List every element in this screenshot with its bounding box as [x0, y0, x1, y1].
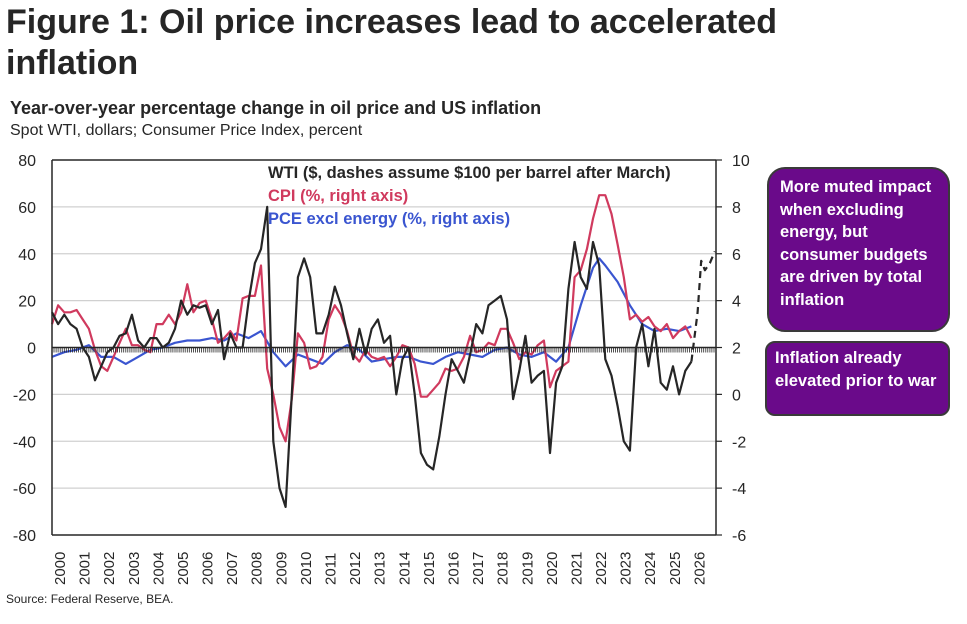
x-axis-ticks: 2000 2001 2002 2003 2004 2005 2006 2007 2008 2009… — [52, 552, 708, 585]
legend-entry: WTI ($, dashes assume $100 per barrel af… — [268, 164, 671, 182]
left-tick-label: -60 — [13, 481, 36, 498]
x-tick-label: 2026 — [691, 552, 708, 585]
x-tick-label: 2002 — [101, 552, 118, 585]
x-tick-label: 2009 — [273, 552, 290, 585]
right-tick-label: -6 — [732, 528, 746, 545]
series-line-wti — [51, 205, 693, 508]
legend-entry: CPI (%, right axis) — [268, 187, 408, 205]
legend-entry: PCE excl energy (%, right axis) — [268, 210, 510, 228]
chart-description: Spot WTI, dollars; Consumer Price Index,… — [10, 122, 363, 139]
x-tick-label: 2010 — [298, 552, 315, 585]
left-axis-ticks: 80 60 40 20 0 -20 -40 -60 -80 — [13, 153, 36, 545]
x-tick-label: 2004 — [150, 552, 167, 585]
legend: WTI ($, dashes assume $100 per barrel af… — [268, 164, 671, 228]
x-tick-label: 2007 — [224, 552, 241, 585]
x-tick-label: 2001 — [77, 552, 94, 585]
x-tick-label: 2022 — [593, 552, 610, 585]
right-tick-label: 2 — [732, 341, 741, 358]
x-tick-label: 2018 — [495, 552, 512, 585]
right-tick-label: -4 — [732, 481, 746, 498]
figure-title: Figure 1: Oil price increases lead to ac… — [6, 3, 778, 82]
left-tick-label: -80 — [13, 528, 36, 545]
x-tick-label: 2011 — [323, 553, 340, 585]
left-tick-label: -20 — [13, 387, 36, 404]
x-tick-label: 2003 — [126, 552, 143, 585]
x-tick-label: 2016 — [445, 552, 462, 585]
x-tick-label: 2005 — [175, 552, 192, 585]
source-note: Source: Federal Reserve, BEA. — [6, 592, 174, 606]
x-tick-label: 2015 — [421, 552, 438, 585]
x-tick-label: 2006 — [200, 552, 217, 585]
axes-frame — [51, 159, 717, 536]
right-tick-label: 6 — [732, 247, 741, 264]
left-tick-label: 80 — [18, 153, 36, 170]
right-tick-label: 10 — [732, 153, 750, 170]
x-tick-label: 2017 — [470, 552, 487, 585]
x-tick-label: 2012 — [347, 552, 364, 585]
x-tick-label: 2000 — [52, 552, 69, 585]
x-tick-label: 2023 — [618, 552, 635, 585]
x-tick-label: 2014 — [396, 552, 413, 585]
left-tick-label: 60 — [18, 200, 36, 217]
left-tick-label: 0 — [27, 341, 36, 358]
chart-subtitle: Year-over-year percentage change in oil … — [10, 98, 542, 118]
left-tick-label: 20 — [18, 294, 36, 311]
x-tick-label: 2024 — [642, 552, 659, 585]
x-tick-label: 2008 — [249, 552, 266, 585]
left-tick-label: -40 — [13, 434, 36, 451]
annotation-elevated-inflation: Inflation already elevated prior to war — [765, 341, 950, 416]
x-tick-label: 2021 — [568, 552, 585, 585]
annotation-muted-impact: More muted impact when excluding energy,… — [767, 167, 950, 332]
right-tick-label: 4 — [732, 294, 741, 311]
right-axis-ticks: 10 8 6 4 2 0 -2 -4 -6 — [716, 153, 750, 545]
right-tick-label: -2 — [732, 434, 746, 451]
x-tick-label: 2013 — [372, 552, 389, 585]
right-tick-label: 8 — [732, 200, 741, 217]
x-tick-label: 2025 — [667, 552, 684, 585]
right-tick-label: 0 — [732, 387, 741, 404]
gridlines — [52, 206, 716, 489]
series-line-wti-projection-100-barrel-after-march — [690, 250, 716, 362]
x-tick-label: 2019 — [519, 552, 536, 585]
series-line-cpi — [50, 194, 693, 443]
x-tick-label: 2020 — [544, 552, 561, 585]
left-tick-label: 40 — [18, 247, 36, 264]
